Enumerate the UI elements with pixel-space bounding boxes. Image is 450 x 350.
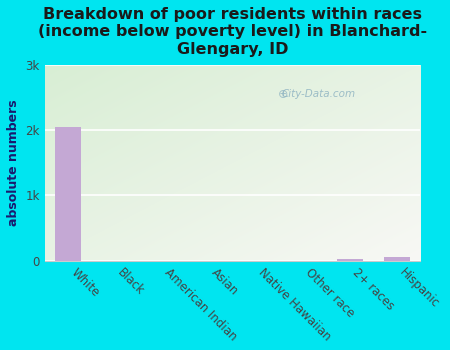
Text: City-Data.com: City-Data.com [282,89,356,99]
Bar [337,259,363,261]
Y-axis label: absolute numbers: absolute numbers [7,99,20,226]
Bar [55,127,81,261]
Text: ⊕: ⊕ [278,88,288,101]
Title: Breakdown of poor residents within races
(income below poverty level) in Blancha: Breakdown of poor residents within races… [38,7,427,57]
Bar [384,257,410,261]
